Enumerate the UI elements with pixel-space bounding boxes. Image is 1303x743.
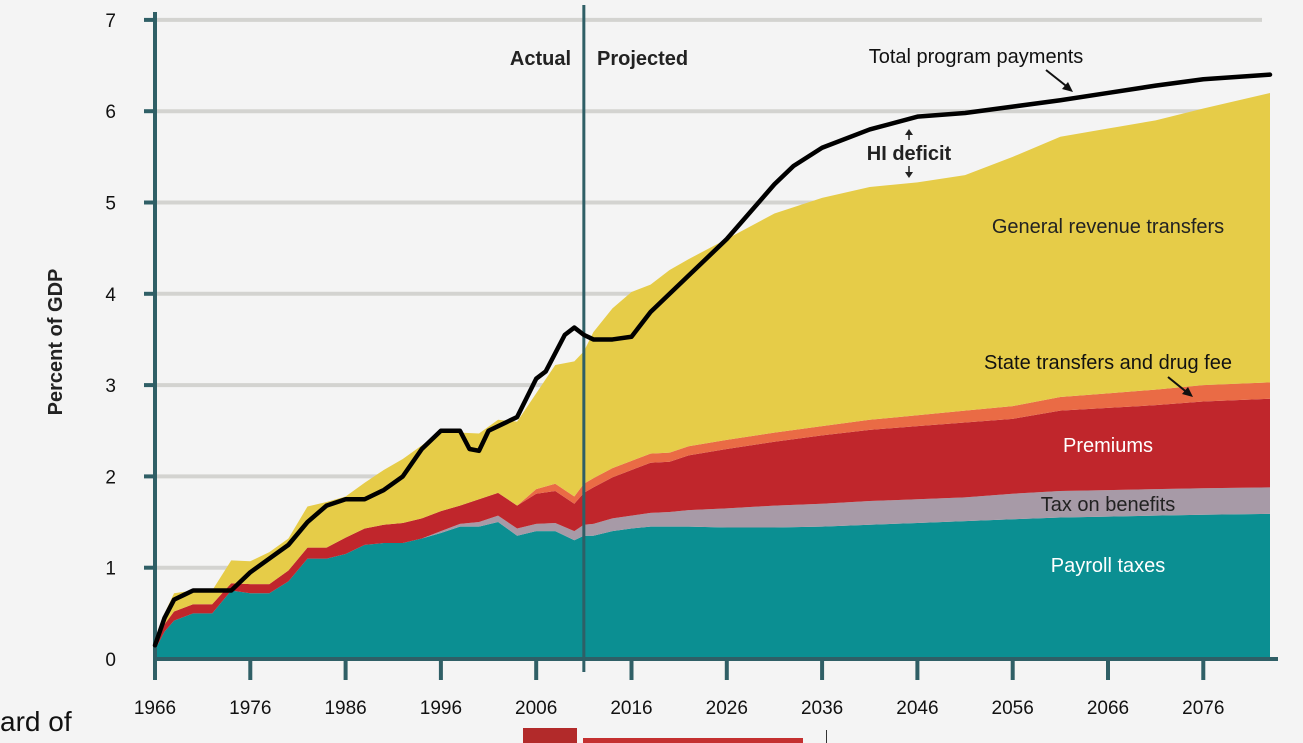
annotation-hi-deficit: HI deficit <box>867 143 952 165</box>
area-tax-on-benefits <box>155 487 1270 650</box>
footer-divider <box>826 730 827 743</box>
logo-icon <box>523 728 577 743</box>
projected-label: Projected <box>597 48 688 70</box>
x-tick-label-1976: 1976 <box>229 698 271 719</box>
area-premiums <box>155 398 1270 650</box>
footer-text-fragment: ard of <box>0 706 72 737</box>
x-tick-label-2036: 2036 <box>801 698 843 719</box>
x-tick-label-2046: 2046 <box>896 698 938 719</box>
hi-deficit-arrows-icon <box>905 129 913 178</box>
x-tick-label-2056: 2056 <box>992 698 1034 719</box>
y-tick-label-7: 7 <box>105 11 116 32</box>
x-tick-label-2026: 2026 <box>706 698 748 719</box>
annotation-general-revenue-transfers: General revenue transfers <box>992 216 1224 238</box>
total-payments-line-layer <box>152 72 1273 648</box>
x-tick-label-2076: 2076 <box>1182 698 1224 719</box>
annotation-state-transfers: State transfers and drug fee <box>984 352 1232 374</box>
tick-labels: 0 1 2 3 4 5 6 7 1966 1976 1986 1996 2006 2016 2026 2036… <box>105 11 1224 719</box>
line-total-program-payments <box>152 72 1273 648</box>
area-general-revenue-transfers <box>155 92 1270 650</box>
y-tick-label-1: 1 <box>105 559 116 580</box>
area-payroll-taxes <box>155 513 1270 659</box>
x-tick-label-1996: 1996 <box>420 698 462 719</box>
y-tick-label-0: 0 <box>105 650 116 671</box>
arrow-total-payments-icon <box>1045 69 1073 92</box>
y-tick-label-4: 4 <box>105 285 116 306</box>
x-tick-label-2016: 2016 <box>610 698 652 719</box>
axes <box>144 5 1278 680</box>
logo-wordmark <box>583 738 803 743</box>
area-series-layer <box>155 92 1270 659</box>
annotation-premiums: Premiums <box>1063 435 1153 457</box>
arrow-state-transfers-icon <box>1167 376 1193 397</box>
y-tick-label-5: 5 <box>105 194 116 215</box>
x-tick-label-1986: 1986 <box>324 698 366 719</box>
annotation-payroll-taxes: Payroll taxes <box>1051 555 1166 577</box>
actual-label: Actual <box>510 48 571 70</box>
x-tick-label-2066: 2066 <box>1087 698 1129 719</box>
y-tick-label-3: 3 <box>105 376 116 397</box>
y-tick-label-2: 2 <box>105 467 116 488</box>
annotation-tax-on-benefits: Tax on benefits <box>1041 494 1176 516</box>
x-tick-label-1966: 1966 <box>134 698 176 719</box>
x-tick-label-2006: 2006 <box>515 698 557 719</box>
y-axis-label: Percent of GDP <box>45 269 67 416</box>
annotation-total-program-payments: Total program payments <box>869 46 1084 68</box>
y-tick-label-6: 6 <box>105 102 116 123</box>
